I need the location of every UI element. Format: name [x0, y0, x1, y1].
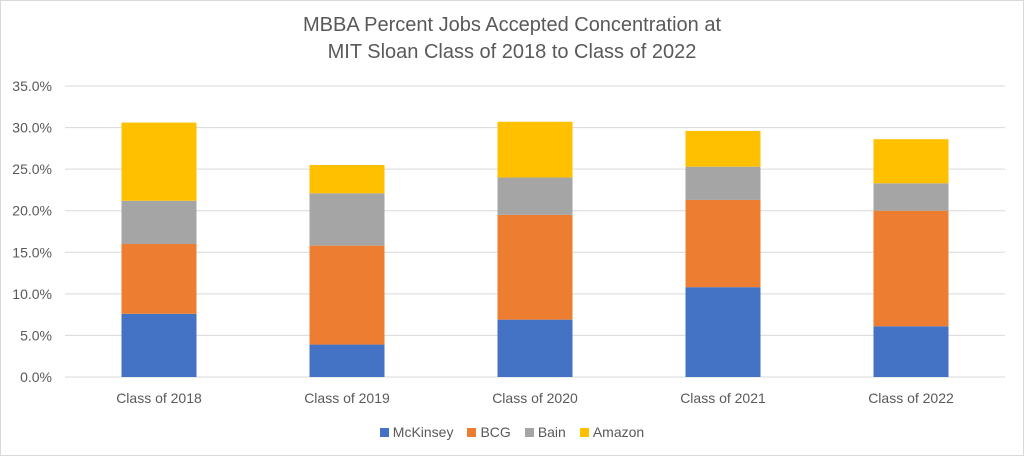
y-tick-label: 5.0%	[20, 327, 52, 343]
legend-label: BCG	[480, 424, 511, 440]
y-tick-label: 35.0%	[12, 78, 52, 94]
y-tick-label: 30.0%	[12, 120, 52, 136]
bar-bain-1	[121, 200, 197, 244]
bar-mckinsey-4	[685, 287, 761, 377]
chart-legend: McKinsey BCG Bain Amazon	[0, 424, 1024, 440]
bar-amazon-5	[873, 139, 949, 184]
bar-amazon-3	[497, 121, 573, 178]
y-tick-label: 0.0%	[20, 369, 52, 385]
legend-swatch	[579, 427, 589, 437]
legend-item-bcg: BCG	[467, 424, 511, 440]
y-tick-label: 25.0%	[12, 161, 52, 177]
bar-bcg-3	[497, 214, 573, 320]
bar-bcg-4	[685, 199, 761, 288]
bar-bcg-1	[121, 243, 197, 314]
legend-label: McKinsey	[392, 424, 454, 440]
bar-amazon-1	[121, 122, 197, 201]
bar-bcg-2	[309, 245, 385, 345]
bar-bcg-5	[873, 210, 949, 327]
bar-mckinsey-5	[873, 326, 949, 377]
legend-item-mckinsey: McKinsey	[379, 424, 454, 440]
bar-bain-3	[497, 177, 573, 215]
bar-mckinsey-2	[309, 344, 385, 377]
x-tick-label: Class of 2022	[868, 390, 954, 406]
bar-bain-5	[873, 183, 949, 211]
chart-title-line-2: MIT Sloan Class of 2018 to Class of 2022	[327, 41, 697, 63]
chart-title-line-1: MBBA Percent Jobs Accepted Concentration…	[302, 14, 722, 36]
bar-bain-2	[309, 193, 385, 246]
legend-label: Amazon	[592, 424, 645, 440]
bar-amazon-4	[685, 130, 761, 167]
x-tick-label: Class of 2021	[680, 390, 766, 406]
y-tick-label: 10.0%	[12, 286, 52, 302]
bar-bain-4	[685, 166, 761, 200]
bar-mckinsey-1	[121, 313, 197, 377]
legend-item-bain: Bain	[524, 424, 566, 440]
y-tick-label: 15.0%	[12, 244, 52, 260]
legend-swatch	[524, 427, 534, 437]
x-tick-label: Class of 2019	[304, 390, 390, 406]
x-tick-label: Class of 2020	[492, 390, 578, 406]
x-tick-label: Class of 2018	[116, 390, 202, 406]
y-tick-label: 20.0%	[12, 203, 52, 219]
legend-label: Bain	[537, 424, 566, 440]
legend-swatch	[379, 427, 389, 437]
legend-item-amazon: Amazon	[579, 424, 645, 440]
bar-amazon-2	[309, 164, 385, 194]
bar-mckinsey-3	[497, 319, 573, 377]
legend-swatch	[467, 427, 477, 437]
